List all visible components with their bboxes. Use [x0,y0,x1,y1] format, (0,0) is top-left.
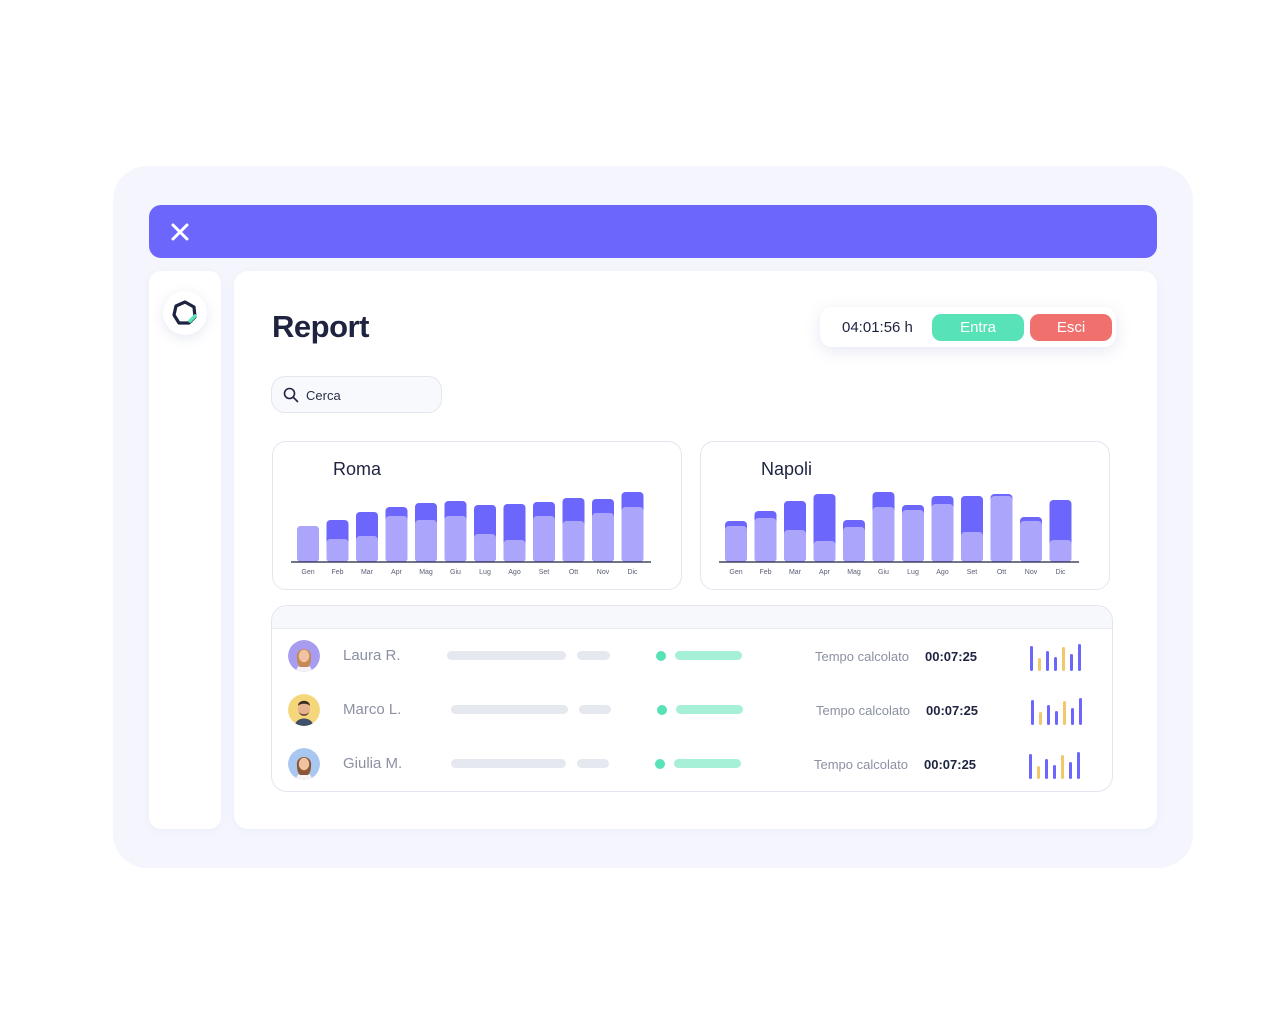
avatar [288,640,320,672]
exit-button[interactable]: Esci [1030,314,1112,341]
sidebar [149,271,221,829]
x-tick-label: Giu [450,569,461,576]
tempo-value: 00:07:25 [926,703,979,718]
avatar [288,748,320,780]
status-dot [656,651,666,661]
activity-mini-chart [1029,752,1080,779]
status-dot [655,759,665,769]
bar-segment-bottom-giu [872,507,895,562]
chart-card-roma: Roma Gen Feb Mar Apr Mag Giu Lug Ago Set Ott Nov Di… [272,441,682,590]
bar-segment-bottom-feb [754,518,777,562]
bar-segment-bottom-giu [444,516,467,562]
chart-card-napoli: Napoli Gen Feb Mar Apr Mag Giu Lug Ago Set Ott Nov… [700,441,1110,590]
tempo-value: 00:07:25 [925,649,978,664]
activity-mini-chart [1031,698,1082,725]
bar-chart-napoli: Gen Feb Mar Apr Mag Giu Lug Ago Set Ott Nov Dic [719,492,1079,576]
bar-segment-bottom-set [961,532,983,562]
x-tick-label: Set [539,569,550,576]
x-tick-label: Dic [1055,569,1066,576]
x-tick-label: Apr [391,569,403,576]
tempo-label: Tempo calcolato [814,757,908,772]
x-tick-label: Giu [878,569,889,576]
x-tick-label: Nov [597,569,610,576]
table-header [272,606,1112,629]
clock-time: 04:01:56 h [842,319,913,336]
placeholder-bar [577,651,610,660]
x-tick-label: Ott [569,569,578,576]
table-row[interactable]: Marco L. Tempo calcolato 00:07:25 [272,683,1112,737]
enter-button[interactable]: Entra [932,314,1024,341]
x-tick-label: Lug [907,569,919,576]
x-tick-label: Ago [936,569,949,576]
bar-segment-bottom-gen [725,526,747,562]
bar-segment-bottom-apr [813,541,836,562]
employee-table: Laura R. Tempo calcolato 00:07:25 [271,605,1113,792]
table-row[interactable]: Laura R. Tempo calcolato 00:07:25 [272,629,1112,683]
bar-segment-bottom-gen [297,526,319,562]
app-logo-icon[interactable] [163,291,207,335]
bar-segment-bottom-dic [621,507,644,562]
bar-segment-bottom-mar [356,536,378,562]
tempo-value: 00:07:25 [924,757,977,772]
x-tick-label: Mar [789,569,802,576]
close-icon[interactable] [167,219,193,245]
x-tick-label: Feb [759,569,771,576]
window-titlebar [149,205,1157,258]
bar-segment-bottom-apr [385,516,408,562]
chart-title: Roma [333,459,382,479]
main-panel: Report 04:01:56 h Entra Esci Roma Gen Feb… [234,271,1157,829]
bar-segment-bottom-mar [784,530,806,562]
tempo-label: Tempo calcolato [815,649,909,664]
x-tick-label: Apr [819,569,831,576]
bar-segment-bottom-feb [326,539,349,562]
status-dot [657,705,667,715]
x-tick-label: Nov [1025,569,1038,576]
bar-segment-bottom-ott [562,521,585,562]
placeholder-bar [451,759,566,768]
placeholder-bar [577,759,609,768]
bar-chart-roma: Gen Feb Mar Apr Mag Giu Lug Ago Set Ott Nov Dic [291,492,651,576]
bar-segment-bottom-lug [474,534,496,562]
search-input[interactable] [306,385,434,405]
bar-segment-bottom-ago [931,504,954,562]
page-title: Report [272,309,369,344]
activity-mini-chart [1030,644,1081,671]
bar-segment-bottom-ago [503,540,526,562]
chart-title: Napoli [761,459,813,479]
search-icon [283,387,299,403]
status-bar [675,651,742,660]
bar-segment-bottom-nov [592,513,614,562]
bar-segment-bottom-ott [990,496,1013,562]
placeholder-bar [447,651,566,660]
x-tick-label: Set [967,569,978,576]
search-box[interactable] [271,376,442,413]
employee-name: Giulia M. [343,755,403,772]
avatar [288,694,320,726]
x-tick-label: Gen [729,569,742,576]
x-tick-label: Lug [479,569,491,576]
time-clock-widget: 04:01:56 h Entra Esci [820,307,1116,347]
x-tick-label: Mag [847,569,861,576]
status-bar [676,705,743,714]
x-tick-label: Dic [627,569,638,576]
bar-segment-bottom-lug [902,510,924,562]
x-tick-label: Mar [361,569,374,576]
tempo-label: Tempo calcolato [816,703,910,718]
x-tick-label: Mag [419,569,433,576]
x-tick-label: Ago [508,569,521,576]
placeholder-bar [451,705,568,714]
bar-segment-bottom-mag [415,520,437,562]
employee-name: Laura R. [343,647,401,664]
bar-segment-bottom-nov [1020,521,1042,562]
placeholder-bar [579,705,611,714]
bar-segment-bottom-dic [1049,540,1072,562]
x-tick-label: Feb [331,569,343,576]
status-bar [674,759,741,768]
x-tick-label: Ott [997,569,1006,576]
bar-segment-bottom-set [533,516,555,562]
x-tick-label: Gen [301,569,314,576]
bar-segment-bottom-mag [843,527,865,562]
employee-name: Marco L. [343,701,402,718]
table-row[interactable]: Giulia M. Tempo calcolato 00:07:25 [272,737,1112,791]
